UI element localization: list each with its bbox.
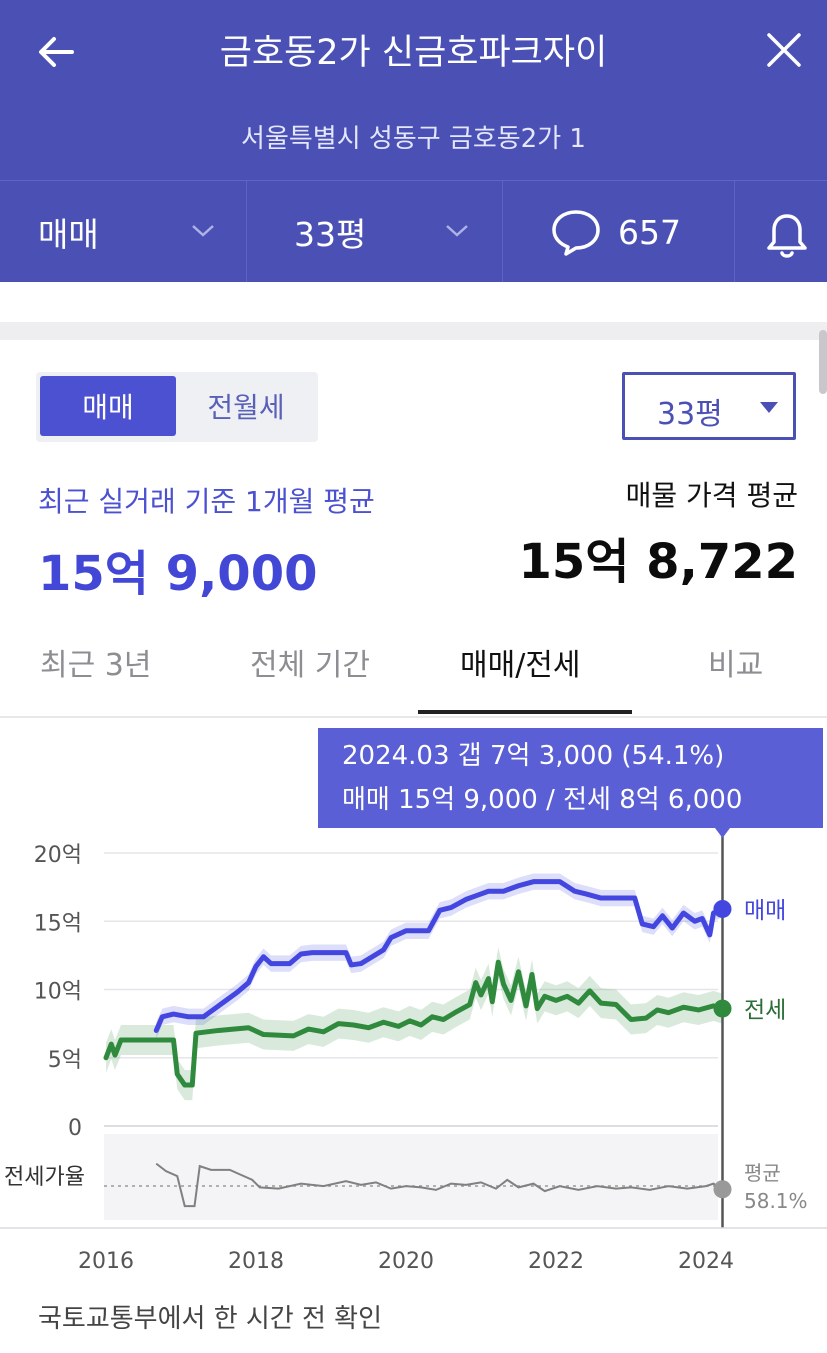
y-tick-label: 5억 [48,1048,82,1073]
ratio-avg-label: 평균 [744,1161,781,1185]
tooltip-gap-line: 2024.03 갭 7억 3,000 (54.1%) [342,741,725,771]
ratio-avg-value: 58.1% [744,1189,808,1213]
trade-toggle: 매매 전월세 [36,372,318,442]
chart-tooltip: 2024.03 갭 7억 3,000 (54.1%) 매매 15억 9,000 … [318,728,823,828]
caret-down-icon [760,402,778,413]
listing-avg-label: 매물 가격 평균 [625,479,798,512]
filter-bar: 매매 33평 657 [0,180,827,283]
address-text: 서울특별시 성동구 금호동2가 1 [241,124,586,154]
period-tabs: 최근 3년 전체 기간 매매/전세 비교 [0,620,827,718]
y-tick-label: 10억 [34,980,82,1005]
jeonse-end-label: 전세 [744,998,786,1024]
trade-type-label: 매매 [38,215,99,254]
tab-all-period[interactable]: 전체 기간 [250,648,370,683]
x-tick-label: 2016 [78,1249,134,1274]
x-tick-label: 2022 [528,1249,584,1274]
close-icon[interactable] [760,26,808,74]
size-filter-select[interactable]: 33평 [294,181,366,283]
size-dropdown[interactable]: 33평 [622,372,796,440]
scrollbar[interactable] [819,330,827,394]
ratio-panel [104,1134,718,1220]
toggle-sale[interactable]: 매매 [40,376,176,436]
sale-price-line [153,879,725,1033]
tab-compare[interactable]: 비교 [708,648,764,683]
toggle-rent[interactable]: 전월세 [207,391,285,424]
jeonse-end-dot [713,999,732,1018]
chevron-down-icon [192,225,214,237]
tooltip-pointer [713,826,732,838]
sale-range-band [156,873,723,1039]
y-tick-label: 20억 [34,843,82,868]
divider [502,181,503,283]
x-tick-label: 2018 [228,1249,284,1274]
x-tick-label: 2020 [378,1249,434,1274]
y-tick-label: 15억 [34,911,82,936]
divider [246,181,247,283]
section-divider [0,322,827,340]
chevron-down-icon [446,225,468,237]
trade-type-select[interactable]: 매매 [38,181,99,283]
recent-avg-value: 15억 9,000 [38,546,318,602]
divider [734,181,735,283]
size-dropdown-value: 33평 [657,397,723,432]
page-title: 금호동2가 신금호파크자이 [219,33,608,73]
tab-sale-jeonse[interactable]: 매매/전세 [460,648,581,683]
tooltip-price-line: 매매 15억 9,000 / 전세 8억 6,000 [342,785,743,815]
jeonse-ratio-line [155,1162,724,1208]
comments-button[interactable]: 657 [550,181,681,283]
size-filter-label: 33평 [294,215,367,254]
comment-count: 657 [618,212,681,252]
active-tab-indicator [418,710,632,714]
app-header: 금호동2가 신금호파크자이 서울특별시 성동구 금호동2가 1 매매 33평 6… [0,0,827,283]
spacer [0,282,827,322]
sale-end-dot [713,899,732,918]
y-tick-label: 0 [68,1116,82,1141]
sale-end-label: 매매 [744,898,786,924]
bell-icon[interactable] [764,211,810,259]
ratio-end-dot [713,1180,732,1199]
x-tick-label: 2024 [678,1249,734,1274]
ratio-label: 전세가율 [4,1165,85,1190]
recent-avg-label: 최근 실거래 기준 1개월 평균 [38,485,375,518]
data-source-note: 국토교통부에서 한 시간 전 확인 [38,1304,383,1334]
speech-bubble-icon [552,210,600,256]
tab-recent-3y[interactable]: 최근 3년 [40,648,152,683]
listing-avg-value: 15억 8,722 [518,534,799,590]
jeonse-price-line [103,959,725,1088]
back-arrow-icon[interactable] [32,28,80,76]
